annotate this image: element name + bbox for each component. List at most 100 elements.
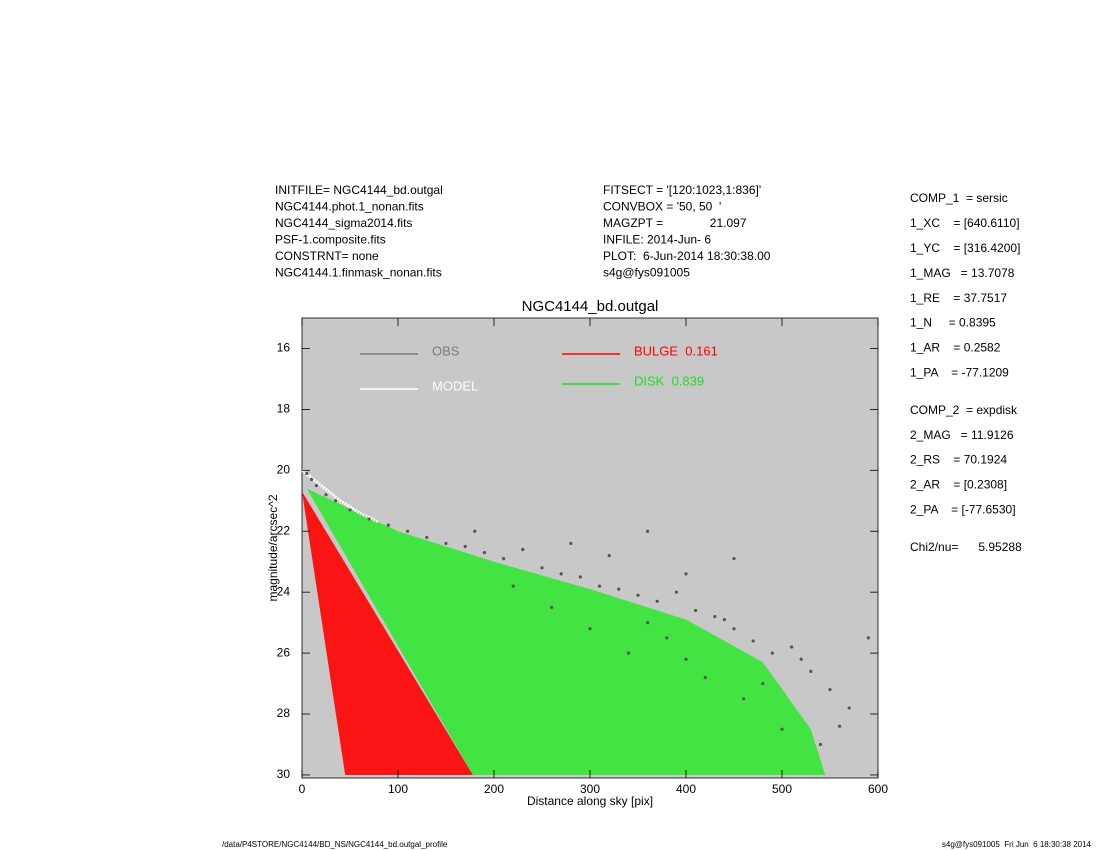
obs-point [828, 688, 832, 692]
obs-point [617, 587, 621, 591]
obs-point [588, 627, 592, 631]
x-tick-label: 400 [676, 782, 696, 796]
obs-point [473, 529, 477, 533]
obs-point [665, 636, 669, 640]
obs-point [598, 584, 602, 588]
header-left-line: INITFILE= NGC4144_bd.outgal [275, 183, 443, 197]
x-tick-label: 0 [299, 782, 306, 796]
header-left-line: PSF-1.composite.fits [275, 233, 386, 247]
parameter-line: 1_XC = [640.6110] [910, 216, 1020, 230]
obs-point [684, 657, 688, 661]
header-left-line: NGC4144.phot.1_nonan.fits [275, 200, 424, 214]
obs-point [305, 471, 309, 475]
model-line [302, 469, 380, 524]
obs-point [324, 493, 328, 497]
parameter-line: 1_RE = 37.7517 [910, 291, 1007, 305]
y-tick-label: 16 [277, 341, 291, 355]
obs-point [386, 523, 390, 527]
header-middle-line: FITSECT = '[120:1023,1:836]' [603, 183, 761, 197]
header-left-line: CONSTRNT= none [275, 249, 379, 263]
obs-point [722, 617, 727, 622]
parameter-line: 1_N = 0.8395 [910, 316, 996, 330]
x-tick-label: 600 [868, 782, 888, 796]
legend-label: DISK 0.839 [634, 373, 704, 388]
header-left-line: NGC4144_sigma2014.fits [275, 216, 412, 230]
x-tick-label: 100 [388, 782, 408, 796]
x-tick-label: 500 [772, 782, 792, 796]
obs-point [348, 508, 352, 512]
obs-point [444, 541, 448, 546]
obs-point [780, 727, 784, 731]
obs-point [790, 645, 794, 649]
obs-point [334, 499, 338, 503]
x-tick-label: 200 [484, 782, 504, 796]
chart-title: NGC4144_bd.outgal [522, 298, 659, 315]
obs-point [809, 669, 813, 673]
obs-point [674, 590, 679, 594]
obs-point [799, 657, 803, 661]
y-tick-label: 20 [277, 462, 291, 476]
header-middle-line: PLOT: 6-Jun-2014 18:30:38.00 [603, 249, 771, 263]
obs-point [655, 599, 659, 603]
y-tick-label: 18 [277, 402, 291, 416]
obs-point [684, 572, 688, 576]
y-tick-label: 26 [277, 645, 291, 659]
parameter-line: 1_AR = 0.2582 [910, 341, 1001, 355]
obs-point [607, 554, 611, 558]
obs-point [636, 593, 640, 597]
obs-point [559, 572, 563, 576]
obs-point [540, 566, 544, 570]
obs-point [713, 614, 717, 619]
obs-point [770, 651, 775, 655]
parameter-line: 1_MAG = 13.7078 [910, 266, 1015, 280]
obs-point [521, 547, 525, 552]
legend-label: OBS [432, 343, 460, 358]
obs-point [406, 529, 410, 533]
component-area [302, 491, 473, 775]
header-middle-line: s4g@fys091005 [603, 266, 690, 280]
obs-point [314, 483, 318, 488]
obs-point [694, 608, 698, 613]
plot-content [302, 469, 871, 775]
obs-point [482, 550, 486, 555]
y-tick-label: 22 [277, 523, 291, 537]
parameter-line: Chi2/nu= 5.95288 [910, 540, 1022, 554]
obs-point [751, 639, 755, 643]
parameter-line: 1_YC = [316.4200] [910, 241, 1020, 255]
obs-point [463, 544, 467, 549]
obs-point [847, 706, 851, 710]
parameter-line: 1_PA = -77.1209 [910, 365, 1009, 379]
obs-point [569, 541, 573, 546]
obs-point [866, 636, 871, 640]
obs-point [646, 529, 650, 533]
x-axis-label: Distance along sky [pix] [527, 794, 653, 808]
y-tick-label: 30 [277, 767, 291, 781]
obs-point [626, 651, 631, 655]
obs-point [550, 605, 554, 610]
footer-stamp: s4g@fys091005 Fri Jun 6 18:30:38 2014 [942, 840, 1092, 849]
obs-point [838, 724, 842, 728]
obs-point [761, 681, 765, 686]
y-tick-label: 24 [277, 584, 291, 598]
component-area [306, 488, 826, 775]
parameter-line: 2_RS = 70.1924 [910, 453, 1007, 467]
parameter-line: COMP_2 = expdisk [910, 403, 1018, 417]
y-tick-label: 28 [277, 706, 291, 720]
obs-point [742, 697, 746, 701]
header-middle-line: CONVBOX = '50, 50 ' [603, 200, 721, 214]
header-middle-line: INFILE: 2014-Jun- 6 [603, 233, 711, 247]
obs-point [732, 627, 736, 631]
legend-label: MODEL [432, 378, 478, 393]
obs-point [818, 742, 823, 747]
obs-point [425, 535, 429, 539]
obs-point [511, 584, 515, 588]
footer-path: /data/P4STORE/NGC4144/BD_NS/NGC4144_bd.o… [222, 840, 448, 849]
obs-point [646, 621, 650, 625]
parameter-line: COMP_1 = sersic [910, 191, 1008, 205]
y-axis-label: magnitude/arcsec^2 [266, 494, 280, 601]
obs-point [502, 557, 506, 561]
obs-point [703, 675, 707, 680]
obs-point [367, 517, 371, 521]
obs-point [578, 575, 583, 579]
